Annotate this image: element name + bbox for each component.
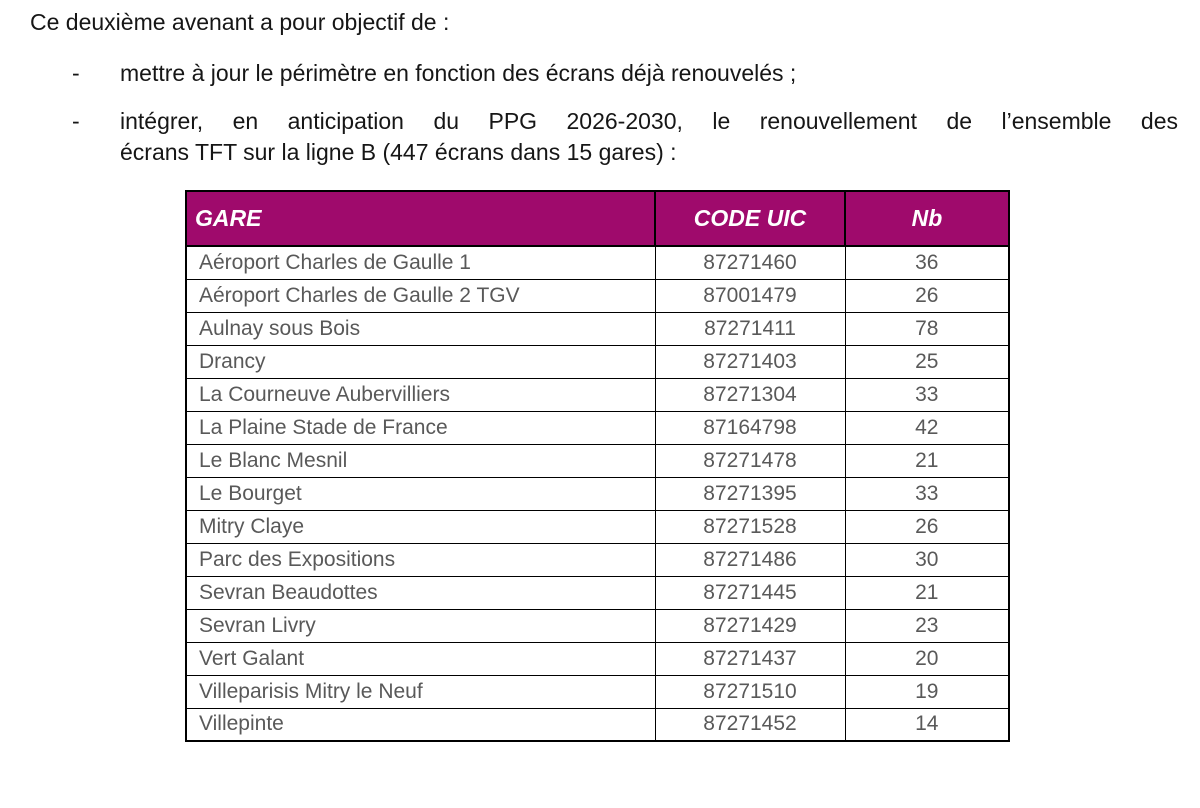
table-row: Aulnay sous Bois 87271411 78 (185, 311, 1010, 346)
nb-cell: 21 (844, 443, 1010, 478)
intro-paragraph: Ce deuxième avenant a pour objectif de : (30, 9, 450, 35)
gare-cell: Villeparisis Mitry le Neuf (185, 674, 656, 709)
table-row: Sevran Beaudottes 87271445 21 (185, 575, 1010, 610)
table-row: Aéroport Charles de Gaulle 1 87271460 36 (185, 245, 1010, 280)
table-row: Drancy 87271403 25 (185, 344, 1010, 379)
code-uic-cell: 87271445 (654, 575, 846, 610)
nb-cell: 26 (844, 509, 1010, 544)
code-uic-cell: 87271403 (654, 344, 846, 379)
table-row: Villeparisis Mitry le Neuf 87271510 19 (185, 674, 1010, 709)
bullet-text: mettre à jour le périmètre en fonction d… (120, 60, 797, 86)
gare-cell: Aulnay sous Bois (185, 311, 656, 346)
bullet-item: - mettre à jour le périmètre en fonction… (72, 58, 1178, 88)
table-row: Parc des Expositions 87271486 30 (185, 542, 1010, 577)
gare-cell: La Plaine Stade de France (185, 410, 656, 445)
code-uic-cell: 87271510 (654, 674, 846, 709)
code-uic-cell: 87271304 (654, 377, 846, 412)
code-uic-cell: 87271478 (654, 443, 846, 478)
table-row: Mitry Claye 87271528 26 (185, 509, 1010, 544)
code-uic-cell: 87271395 (654, 476, 846, 511)
column-header-gare: GARE (185, 190, 656, 247)
gare-cell: Drancy (185, 344, 656, 379)
nb-cell: 33 (844, 377, 1010, 412)
table-header-row: GARE CODE UIC Nb (185, 190, 1010, 247)
nb-cell: 19 (844, 674, 1010, 709)
gare-cell: Vert Galant (185, 641, 656, 676)
table-row: Vert Galant 87271437 20 (185, 641, 1010, 676)
nb-cell: 20 (844, 641, 1010, 676)
nb-cell: 42 (844, 410, 1010, 445)
gare-cell: Aéroport Charles de Gaulle 2 TGV (185, 278, 656, 313)
gare-cell: Le Blanc Mesnil (185, 443, 656, 478)
table-row: La Courneuve Aubervilliers 87271304 33 (185, 377, 1010, 412)
bullet-text-line1: intégrer, en anticipation du PPG 2026-20… (120, 108, 1178, 134)
gare-cell: La Courneuve Aubervilliers (185, 377, 656, 412)
code-uic-cell: 87271429 (654, 608, 846, 643)
nb-cell: 14 (844, 707, 1010, 742)
column-header-code-uic: CODE UIC (654, 190, 846, 247)
table-row: La Plaine Stade de France 87164798 42 (185, 410, 1010, 445)
table-row: Le Blanc Mesnil 87271478 21 (185, 443, 1010, 478)
gare-cell: Mitry Claye (185, 509, 656, 544)
bullet-text: intégrer, en anticipation du PPG 2026-20… (120, 106, 1178, 168)
nb-cell: 30 (844, 542, 1010, 577)
code-uic-cell: 87001479 (654, 278, 846, 313)
nb-cell: 21 (844, 575, 1010, 610)
nb-cell: 78 (844, 311, 1010, 346)
nb-cell: 23 (844, 608, 1010, 643)
gare-cell: Sevran Beaudottes (185, 575, 656, 610)
nb-cell: 33 (844, 476, 1010, 511)
bullet-marker: - (72, 108, 80, 134)
gare-cell: Villepinte (185, 707, 656, 742)
gare-cell: Aéroport Charles de Gaulle 1 (185, 245, 656, 280)
bullet-marker: - (72, 60, 80, 86)
nb-cell: 26 (844, 278, 1010, 313)
code-uic-cell: 87271486 (654, 542, 846, 577)
gare-cell: Parc des Expositions (185, 542, 656, 577)
code-uic-cell: 87271452 (654, 707, 846, 742)
code-uic-cell: 87271460 (654, 245, 846, 280)
code-uic-cell: 87271411 (654, 311, 846, 346)
code-uic-cell: 87271437 (654, 641, 846, 676)
gare-cell: Le Bourget (185, 476, 656, 511)
table-row: Aéroport Charles de Gaulle 2 TGV 8700147… (185, 278, 1010, 313)
table-row: Sevran Livry 87271429 23 (185, 608, 1010, 643)
gare-cell: Sevran Livry (185, 608, 656, 643)
document-page: Ce deuxième avenant a pour objectif de :… (30, 9, 1178, 742)
table-row: Le Bourget 87271395 33 (185, 476, 1010, 511)
nb-cell: 25 (844, 344, 1010, 379)
bullet-item: - intégrer, en anticipation du PPG 2026-… (72, 106, 1178, 168)
column-header-nb: Nb (844, 190, 1010, 247)
stations-table: GARE CODE UIC Nb Aéroport Charles de Gau… (185, 190, 1010, 742)
bullet-text-line2: écrans TFT sur la ligne B (447 écrans da… (120, 139, 677, 165)
code-uic-cell: 87271528 (654, 509, 846, 544)
table-row: Villepinte 87271452 14 (185, 707, 1010, 742)
nb-cell: 36 (844, 245, 1010, 280)
code-uic-cell: 87164798 (654, 410, 846, 445)
